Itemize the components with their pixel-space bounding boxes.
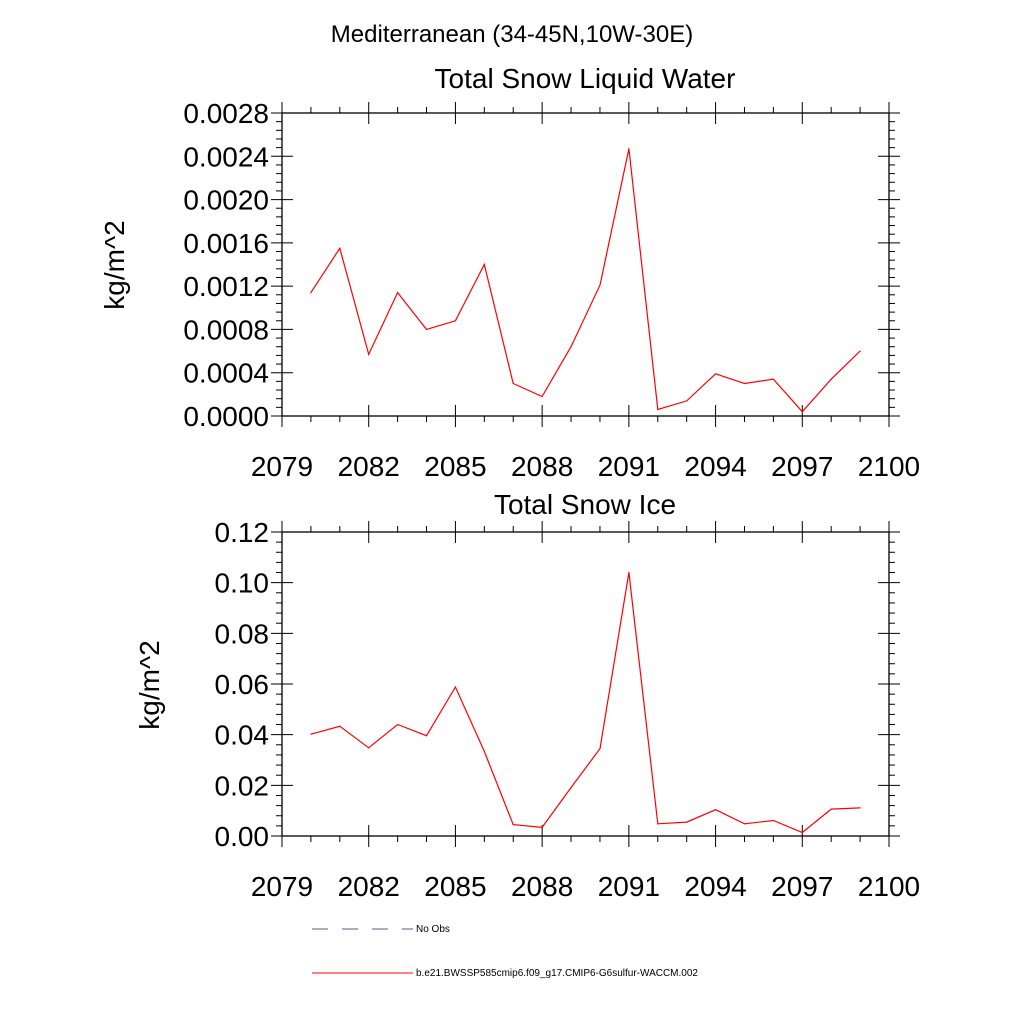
y-tick-label: 0.0004: [183, 358, 269, 389]
data-point: [570, 346, 572, 348]
x-tick-label: 2091: [598, 871, 660, 902]
y-tick-label: 0.06: [215, 669, 270, 700]
legend-label-no-obs: No Obs: [416, 924, 450, 935]
data-point: [339, 247, 341, 249]
data-point: [628, 571, 630, 574]
data-point: [743, 823, 746, 825]
data-point: [454, 320, 457, 322]
plot-frame: [281, 112, 890, 417]
plot-axes: 0.00 0.02 0.04 0.06 0.08 0.10 0.12 2079 2082 2085…: [215, 517, 921, 902]
data-point: [657, 823, 659, 825]
data-point: [686, 821, 688, 823]
x-tick-label: 2082: [338, 871, 400, 902]
data-point: [454, 686, 457, 688]
data-point: [512, 382, 514, 385]
x-tick-label: 2100: [858, 451, 920, 482]
x-tick-label: 2097: [771, 871, 833, 902]
series-line: [310, 572, 861, 834]
x-tick-label: 2085: [424, 451, 486, 482]
plot-frame: [281, 531, 890, 837]
chart-panel-snow-ice: Total Snow Ice kg/m^2 0.000.020.040.060.…: [134, 489, 920, 902]
legend: No Obs b.e21.BWSSP585cmip6.f09_g17.CMIP6…: [312, 924, 698, 979]
data-point: [397, 292, 399, 294]
data-point: [599, 284, 601, 286]
y-tick-label: 0.0024: [183, 141, 269, 172]
x-tick-label: 2082: [338, 451, 400, 482]
data-point: [339, 725, 341, 727]
data-point: [801, 831, 803, 834]
x-tick-label: 2091: [598, 451, 660, 482]
y-axis-label: kg/m^2: [134, 640, 165, 729]
data-point: [859, 807, 861, 809]
series-line: [310, 148, 861, 413]
data-point: [570, 787, 572, 789]
y-tick-label: 0.0016: [183, 228, 269, 259]
data-point: [541, 826, 543, 828]
chart-title: Total Snow Liquid Water: [435, 63, 736, 94]
x-tick-label: 2085: [424, 871, 486, 902]
x-tick-label: 2094: [684, 871, 746, 902]
data-point: [830, 808, 832, 810]
y-tick-label: 0.0012: [183, 271, 269, 302]
data-point: [801, 411, 803, 413]
x-tick-label: 2079: [251, 451, 313, 482]
x-tick-label: 2094: [684, 451, 746, 482]
data-point: [368, 353, 370, 355]
x-tick-label: 2079: [251, 871, 313, 902]
data-point: [512, 824, 514, 826]
data-point: [397, 723, 399, 726]
legend-label-model: b.e21.BWSSP585cmip6.f09_g17.CMIP6-G6sulf…: [416, 968, 698, 979]
data-point: [686, 400, 688, 402]
data-point: [772, 378, 774, 380]
x-tick-label: 2088: [511, 451, 573, 482]
data-point: [714, 809, 717, 811]
data-point: [483, 263, 485, 266]
x-tick-label: 2088: [511, 871, 573, 902]
data-point: [859, 350, 861, 352]
y-tick-label: 0.00: [215, 821, 270, 852]
y-tick-label: 0.12: [215, 517, 270, 548]
data-point: [830, 378, 832, 380]
data-point: [368, 747, 370, 749]
y-tick-label: 0.02: [215, 770, 270, 801]
data-point: [628, 148, 630, 150]
data-point: [772, 819, 774, 822]
data-point: [310, 733, 312, 735]
y-tick-label: 0.0028: [183, 98, 269, 129]
y-tick-label: 0.08: [215, 618, 270, 649]
data-point: [425, 735, 428, 737]
plot-axes: 0.0000 0.0004 0.0008 0.0012 0.0016 0.0020 0.00…: [183, 98, 920, 482]
data-point: [541, 395, 543, 398]
data-point: [743, 382, 746, 385]
data-point: [483, 750, 485, 752]
y-axis-label: kg/m^2: [99, 220, 130, 309]
chart-panel-liquid-water: Total Snow Liquid Water kg/m^2 0.00000.0…: [99, 63, 920, 482]
data-point: [310, 292, 312, 294]
chart-title: Total Snow Ice: [494, 489, 676, 520]
y-tick-label: 0.0008: [183, 314, 269, 345]
region-title: Mediterranean (34-45N,10W-30E): [331, 21, 693, 48]
x-tick-label: 2097: [771, 451, 833, 482]
y-tick-label: 0.04: [215, 720, 270, 751]
data-point: [714, 373, 717, 375]
x-tick-label: 2100: [858, 871, 920, 902]
y-tick-label: 0.0020: [183, 185, 269, 216]
data-point: [599, 748, 601, 750]
y-tick-label: 0.0000: [183, 401, 269, 432]
data-point: [425, 328, 428, 331]
y-tick-label: 0.10: [215, 568, 270, 599]
data-point: [657, 408, 659, 411]
